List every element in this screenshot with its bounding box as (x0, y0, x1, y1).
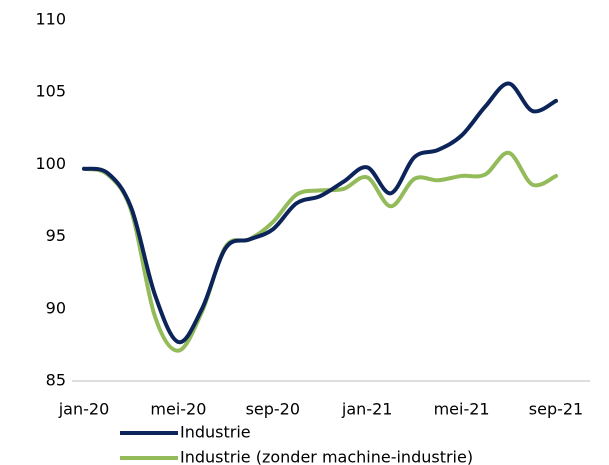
series-line (82, 150, 558, 353)
x-tick-label: mei-20 (150, 400, 206, 419)
legend-label: Industrie (zonder machine-industrie) (180, 448, 473, 465)
legend-label: Industrie (180, 423, 251, 442)
y-tick-label: 90 (46, 298, 66, 317)
y-tick-label: 110 (35, 10, 66, 29)
y-tick-label: 95 (46, 226, 66, 245)
y-tick-label: 105 (35, 82, 66, 101)
x-tick-label: sep-21 (529, 400, 583, 419)
x-tick-label: jan-20 (58, 400, 110, 419)
x-tick-label: mei-21 (434, 400, 490, 419)
x-tick-label: sep-20 (246, 400, 300, 419)
y-tick-label: 85 (46, 371, 66, 390)
y-tick-label: 100 (35, 154, 66, 173)
series-line (82, 81, 558, 345)
x-tick-label: jan-21 (341, 400, 393, 419)
